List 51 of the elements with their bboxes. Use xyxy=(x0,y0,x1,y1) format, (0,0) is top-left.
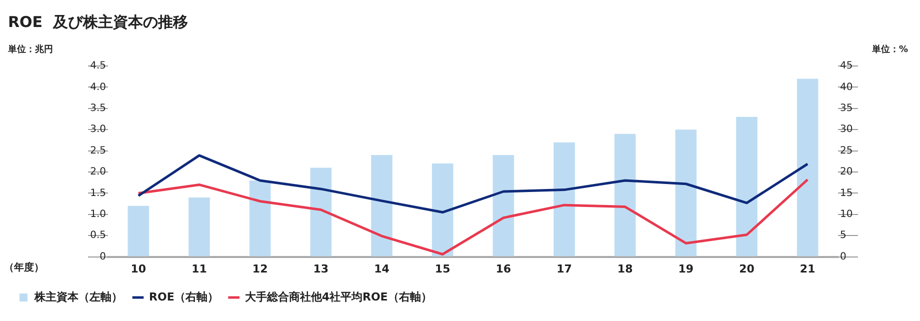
y-tick-label: 0 xyxy=(100,251,106,262)
legend-label: 株主資本（左軸） xyxy=(34,290,122,304)
x-tick-label: 19 xyxy=(678,262,694,276)
y-tick-label: 2.5 xyxy=(90,145,106,156)
y2-tick-label: 15 xyxy=(840,188,853,199)
y2-tick-label: 20 xyxy=(840,166,853,178)
x-tick-label: 21 xyxy=(800,262,816,276)
x-tick-label: 18 xyxy=(617,262,633,276)
y-tick-label: 3.5 xyxy=(90,102,106,114)
y2-tick-label: 25 xyxy=(840,145,853,156)
x-tick-label: 14 xyxy=(374,262,390,276)
bar xyxy=(249,180,271,256)
x-tick-label: 12 xyxy=(252,262,268,276)
y2-tick-label: 10 xyxy=(840,208,853,220)
bar xyxy=(796,78,818,256)
y-axis-title: 単位：兆円 xyxy=(7,44,53,55)
x-tick-label: 15 xyxy=(434,262,450,276)
bar xyxy=(736,116,758,256)
y-tick-label: 4.5 xyxy=(90,60,106,72)
bar xyxy=(554,142,575,256)
bar xyxy=(614,134,636,256)
y-tick-label: 1.5 xyxy=(90,188,106,199)
bar xyxy=(432,164,454,256)
x-tick-label: 17 xyxy=(556,262,572,276)
bar xyxy=(371,155,392,256)
y2-axis-title: 単位：% xyxy=(870,44,908,55)
legend-label: 大手総合商社他4社平均ROE（右軸） xyxy=(244,290,432,304)
bar xyxy=(188,197,210,256)
x-axis-title: （年度） xyxy=(4,261,44,274)
y-tick-label: 2.0 xyxy=(90,166,106,178)
y-tick-label: 4.0 xyxy=(90,82,106,93)
bar xyxy=(492,155,514,256)
y2-tick-label: 5 xyxy=(840,230,846,242)
bar xyxy=(310,168,332,256)
y2-tick-label: 35 xyxy=(840,102,853,114)
x-tick-label: 10 xyxy=(130,262,146,276)
y2-tick-label: 0 xyxy=(840,251,846,262)
x-tick-label: 20 xyxy=(739,262,755,276)
x-tick-label: 16 xyxy=(496,262,512,276)
y-tick-label: 3.0 xyxy=(90,124,106,136)
y2-tick-label: 30 xyxy=(840,124,853,136)
y2-tick-label: 40 xyxy=(840,82,853,93)
x-tick-label: 11 xyxy=(192,262,207,276)
x-tick-label: 13 xyxy=(313,262,329,276)
bar xyxy=(128,206,150,256)
legend-label: ROE（右軸） xyxy=(149,290,218,304)
y2-tick-label: 45 xyxy=(840,60,853,72)
chart-title: ROE 及び株主資本の推移 xyxy=(8,12,188,31)
bar xyxy=(675,130,697,256)
y-tick-label: 0.5 xyxy=(90,230,106,242)
y-tick-label: 1.0 xyxy=(90,208,106,220)
